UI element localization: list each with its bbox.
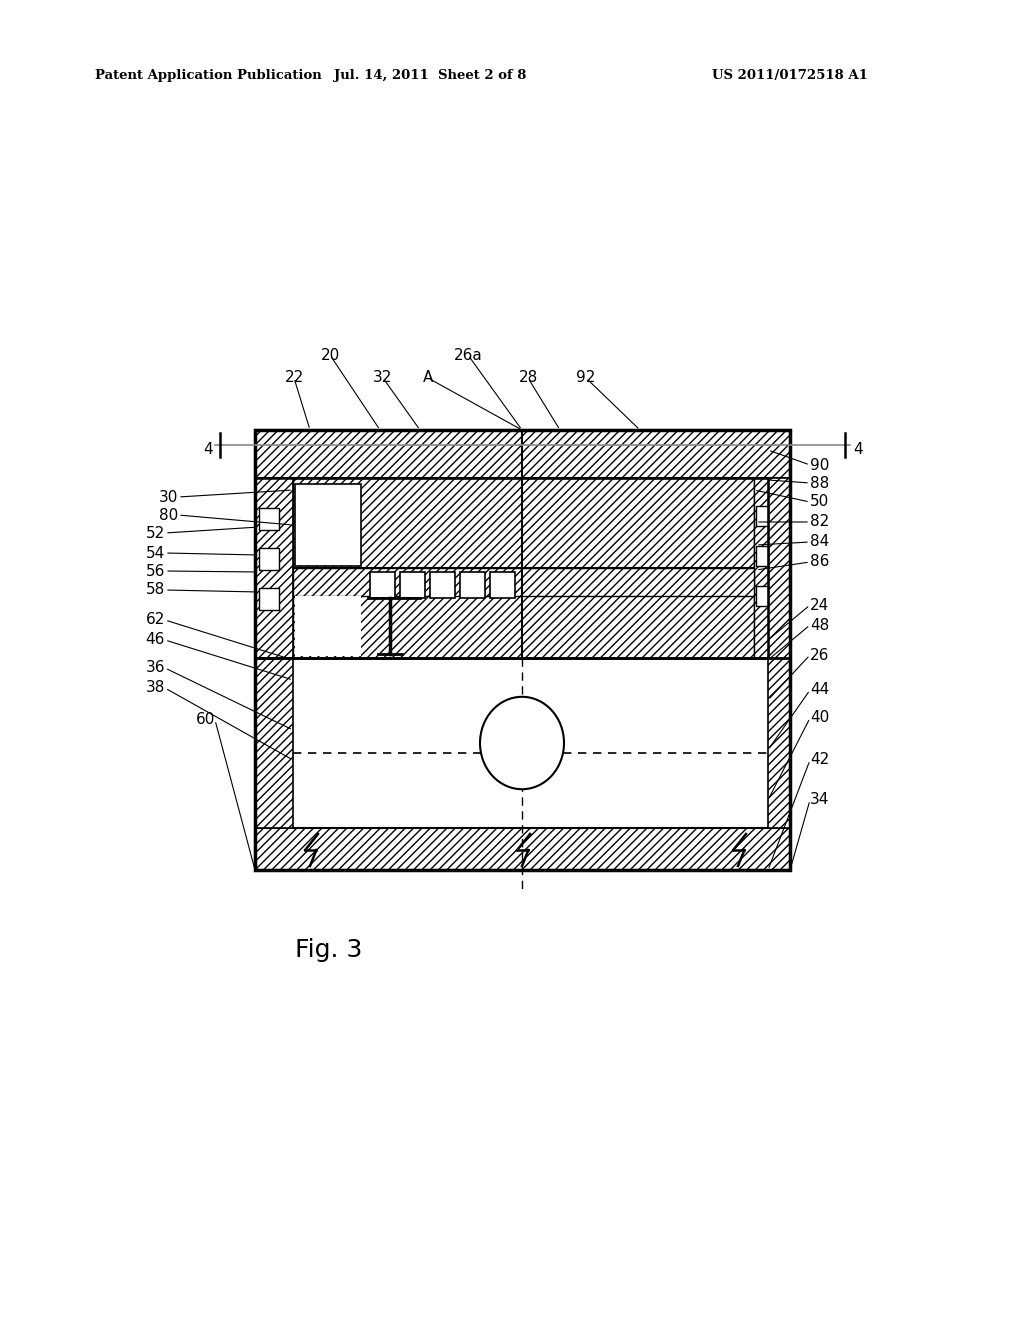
Text: 60: 60 [196,713,215,727]
Ellipse shape [480,697,564,789]
Text: US 2011/0172518 A1: US 2011/0172518 A1 [712,69,868,82]
Bar [293,478,754,657]
Text: 26: 26 [810,648,829,663]
Bar [756,506,768,525]
Bar [255,828,790,870]
Bar [460,572,485,598]
Text: 58: 58 [145,582,165,598]
Text: A: A [423,371,433,385]
Text: 86: 86 [810,554,829,569]
Text: 24: 24 [810,598,829,612]
Text: 4: 4 [203,442,213,458]
Text: 44: 44 [810,682,829,697]
Bar [295,484,361,566]
Text: 42: 42 [810,752,829,767]
Bar [295,597,361,656]
Bar [259,587,279,610]
Text: 32: 32 [374,371,392,385]
Bar [756,546,768,566]
Bar [255,430,790,478]
Bar [756,586,768,606]
Text: 52: 52 [145,525,165,540]
Text: 50: 50 [810,495,829,510]
Text: 26a: 26a [454,347,482,363]
Bar [255,478,768,657]
Text: 20: 20 [321,347,340,363]
Text: 40: 40 [810,710,829,726]
Bar [400,572,425,598]
Text: 62: 62 [145,612,165,627]
Text: Jul. 14, 2011  Sheet 2 of 8: Jul. 14, 2011 Sheet 2 of 8 [334,69,526,82]
Text: 84: 84 [810,535,829,549]
Bar [430,572,455,598]
Bar [768,478,790,828]
Text: Fig. 3: Fig. 3 [295,939,362,962]
Text: 34: 34 [810,792,829,808]
Bar [255,657,293,828]
Text: 38: 38 [145,681,165,696]
Text: 90: 90 [810,458,829,473]
Bar [293,568,754,597]
Text: 80: 80 [159,507,178,523]
Bar [259,548,279,570]
Text: 46: 46 [145,632,165,648]
Text: 22: 22 [285,371,304,385]
Text: Patent Application Publication: Patent Application Publication [95,69,322,82]
Text: 36: 36 [145,660,165,676]
Text: 82: 82 [810,515,829,529]
Bar [754,478,768,657]
Text: 56: 56 [145,564,165,578]
Text: 28: 28 [518,371,538,385]
Text: 48: 48 [810,618,829,632]
Text: 30: 30 [159,490,178,504]
Bar [490,572,515,598]
Bar [255,430,790,870]
Text: 54: 54 [145,545,165,561]
Text: 88: 88 [810,475,829,491]
Bar [255,478,293,657]
Text: 4: 4 [853,442,863,458]
Bar [259,508,279,531]
Bar [370,572,395,598]
Text: 92: 92 [577,371,596,385]
